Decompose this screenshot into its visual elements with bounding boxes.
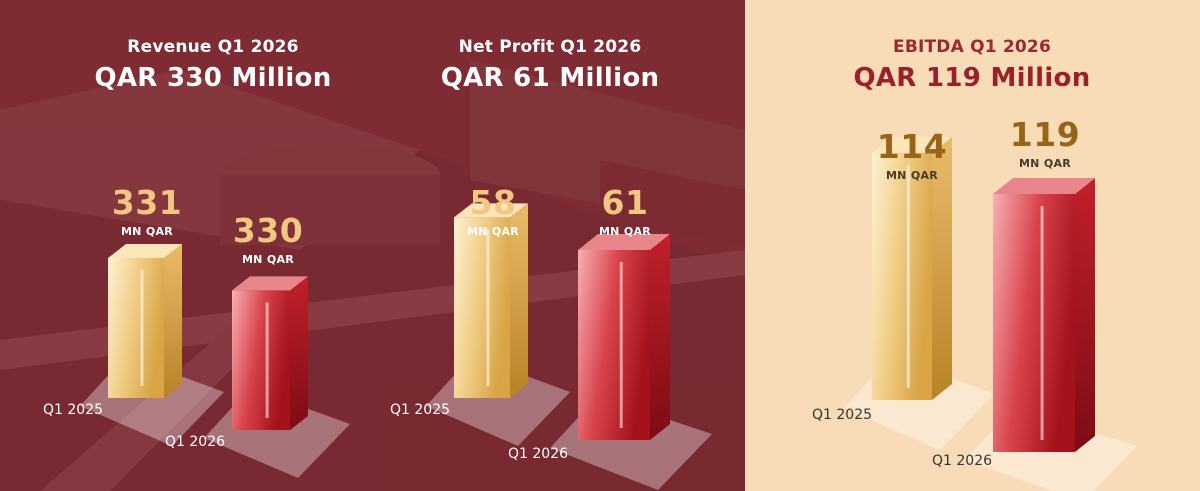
- right-background: [745, 0, 1200, 491]
- value-unit: MN QAR: [466, 225, 520, 238]
- value-number: 331: [111, 183, 183, 222]
- revenue-header: Revenue Q1 2026 QAR 330 Million: [93, 37, 333, 93]
- revenue-subtitle: QAR 330 Million: [94, 63, 332, 93]
- revenue-title: Revenue Q1 2026: [127, 37, 299, 57]
- ebitda-header: EBITDA Q1 2026 QAR 119 Million: [837, 37, 1107, 93]
- net-profit-header: Net Profit Q1 2026 QAR 61 Million: [430, 37, 670, 93]
- net-profit-bar-q1-2025-top: [454, 203, 528, 218]
- net-profit-bar-q1-2025: [426, 203, 570, 446]
- revenue-value-label-q1-2025: 331 MN QAR: [72, 186, 222, 238]
- net-profit-bar-q1-2026: [550, 234, 712, 490]
- left-background: [0, 0, 745, 491]
- net-profit-bar-q1-2025-side: [510, 203, 528, 398]
- ebitda-bar-q1-2025-top: [872, 136, 952, 153]
- value-number: 119: [1009, 115, 1081, 154]
- ebitda-bar-q1-2025: [844, 136, 994, 450]
- net-profit-bar-q1-2026-top: [578, 234, 670, 250]
- revenue-bar-q1-2026: [204, 276, 350, 478]
- net-profit-category-q1-2026: Q1 2026: [508, 446, 569, 462]
- net-profit-bar-q1-2026-side: [650, 234, 670, 440]
- value-unit: MN QAR: [120, 225, 174, 238]
- revenue-bar-q1-2026-side: [290, 276, 308, 430]
- revenue-bar-q1-2025-top: [108, 244, 182, 258]
- ebitda-category-q1-2025: Q1 2025: [812, 407, 873, 423]
- ebitda-title: EBITDA Q1 2026: [893, 37, 1051, 57]
- ebitda-value-label-q1-2025: 114 MN QAR: [837, 130, 987, 182]
- ebitda-bar-q1-2026-top: [993, 178, 1095, 194]
- net-profit-value-label-q1-2026: 61 MN QAR: [550, 186, 700, 238]
- right-panel: EBITDA Q1 2026 QAR 119 Million 114 MN QA…: [745, 0, 1200, 491]
- value-number: 61: [601, 183, 649, 222]
- ebitda-bar-q1-2025-side: [932, 136, 952, 400]
- value-unit: MN QAR: [598, 225, 652, 238]
- ebitda-subtitle: QAR 119 Million: [853, 63, 1091, 93]
- revenue-bar-q1-2025-highlight: [140, 270, 144, 386]
- value-number: 114: [876, 127, 948, 166]
- value-unit: MN QAR: [885, 169, 939, 182]
- revenue-value-label-q1-2026: 330 MN QAR: [193, 214, 343, 266]
- revenue-bar-q1-2026-front: [232, 290, 290, 430]
- ebitda-category-q1-2026: Q1 2026: [932, 453, 993, 469]
- revenue-bar-q1-2025-side: [164, 244, 182, 398]
- net-profit-subtitle: QAR 61 Million: [440, 63, 660, 93]
- ebitda-bar-q1-2026: [965, 178, 1137, 491]
- net-profit-bar-q1-2025-highlight: [486, 229, 490, 386]
- ebitda-bar-q1-2026-side: [1075, 178, 1095, 452]
- net-profit-title: Net Profit Q1 2026: [458, 37, 642, 57]
- ebitda-bar-q1-2026-highlight: [1040, 206, 1044, 440]
- ebitda-value-label-q1-2026: 119 MN QAR: [970, 118, 1120, 170]
- value-unit: MN QAR: [1018, 157, 1072, 170]
- value-number: 58: [469, 183, 517, 222]
- net-profit-bar-q1-2025-front: [454, 217, 510, 398]
- value-unit: MN QAR: [241, 253, 295, 266]
- revenue-bar-q1-2026-top: [232, 276, 308, 291]
- value-number: 330: [232, 211, 304, 250]
- cream-background: [745, 0, 1200, 491]
- net-profit-bar-q1-2026-front: [578, 250, 650, 440]
- revenue-bar-q1-2025: [80, 244, 224, 446]
- net-profit-value-label-q1-2025: 58 MN QAR: [418, 186, 568, 238]
- ebitda-bar-q1-2026-front: [993, 194, 1075, 452]
- revenue-category-q1-2025: Q1 2025: [43, 402, 104, 418]
- ebitda-bar-q1-2025-front: [872, 152, 932, 400]
- revenue-bar-q1-2026-highlight: [265, 302, 269, 418]
- revenue-category-q1-2026: Q1 2026: [165, 434, 226, 450]
- net-profit-category-q1-2025: Q1 2025: [390, 402, 451, 418]
- net-profit-bar-q1-2026-highlight: [619, 262, 623, 428]
- revenue-bar-q1-2025-front: [108, 258, 164, 398]
- left-panel: Revenue Q1 2026 QAR 330 Million Net Prof…: [0, 0, 745, 491]
- ebitda-bar-q1-2025-highlight: [906, 164, 910, 388]
